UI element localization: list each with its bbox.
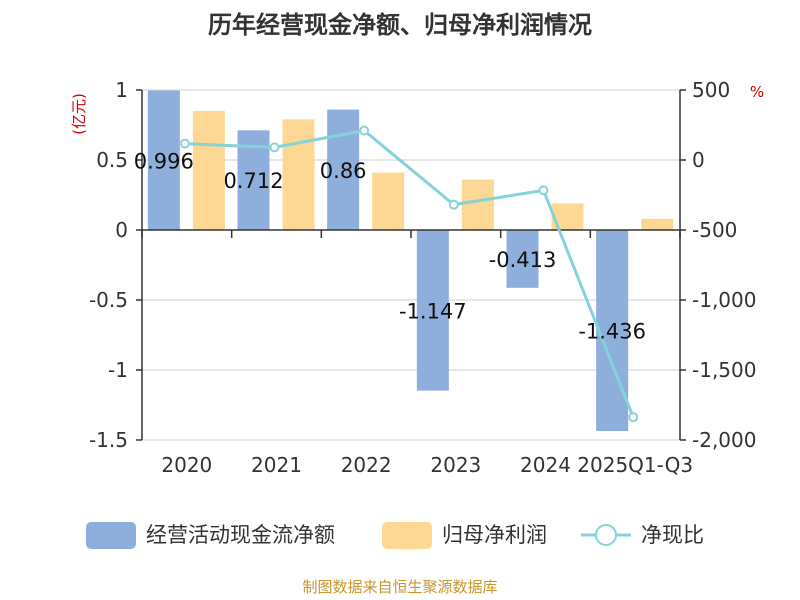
x-tick-label-2020: 2020 xyxy=(161,453,212,477)
ratio-point-2021 xyxy=(269,142,280,153)
chart-title: 历年经营现金净额、归母净利润情况 xyxy=(208,11,592,39)
bar-netprofit-2020 xyxy=(192,111,225,230)
ratio-point-2023 xyxy=(448,199,459,210)
data-label-2020: 0.996 xyxy=(134,149,194,173)
bar-cashflow-2023 xyxy=(416,230,449,391)
bar-netprofit-2023 xyxy=(461,179,494,230)
bar-cashflow-2022 xyxy=(327,109,360,230)
ratio-point-2020 xyxy=(179,138,190,149)
right-tick-label-4: -1,500 xyxy=(692,358,756,382)
data-label-2023: -1.147 xyxy=(399,299,467,323)
left-tick-label-2: 0 xyxy=(115,218,128,242)
tick-labels: 1 0.5 0 -0.5 -1 -1.5 500 0 -500 -1,000 -1,500 -2,00… xyxy=(89,78,757,477)
left-tick-label-1: 0.5 xyxy=(96,148,128,172)
x-tick-label-2021: 2021 xyxy=(251,453,302,477)
data-labels: 0.996 0.712 0.86 -1.147 -0.413 -1.436 xyxy=(134,149,646,343)
source-note: 制图数据来自恒生聚源数据库 xyxy=(302,578,497,596)
right-tick-label-2: -500 xyxy=(692,218,737,242)
left-tick-label-0: 1 xyxy=(115,78,128,102)
x-tick-label-2023: 2023 xyxy=(430,453,481,477)
legend-swatch-ratio-marker xyxy=(595,524,617,546)
bar-cashflow-2024 xyxy=(506,230,539,288)
axes xyxy=(136,89,686,441)
legend-swatch-netprofit xyxy=(382,522,432,549)
ratio-line-path xyxy=(184,128,635,418)
bar-netprofit-2025Q1-Q3 xyxy=(641,218,674,230)
legend: 经营活动现金流净额 归母净利润 净现比 xyxy=(86,522,704,549)
right-tick-label-1: 0 xyxy=(692,148,705,172)
left-tick-label-4: -1 xyxy=(108,358,128,382)
bar-netprofit-2021 xyxy=(282,119,315,230)
bar-cashflow-2025Q1-Q3 xyxy=(596,230,629,432)
bar-netprofit-2022 xyxy=(372,172,405,230)
right-tick-label-5: -2,000 xyxy=(692,428,756,452)
legend-label-cashflow: 经营活动现金流净额 xyxy=(146,523,335,547)
data-label-2021: 0.712 xyxy=(223,169,283,193)
left-axis-unit: (亿元) xyxy=(70,93,88,135)
ratio-point-2022 xyxy=(359,125,370,136)
left-tick-label-5: -1.5 xyxy=(89,428,128,452)
legend-label-netprofit: 归母净利润 xyxy=(442,523,547,547)
data-label-2022: 0.86 xyxy=(320,159,367,183)
ratio-point-2024 xyxy=(538,185,549,196)
bar-cashflow-2020 xyxy=(147,90,180,230)
ratio-line xyxy=(179,125,639,423)
ratio-point-2025Q1-Q3 xyxy=(628,412,639,423)
x-tick-label-2022: 2022 xyxy=(341,453,392,477)
x-tick-label-2024: 2024 xyxy=(520,453,571,477)
right-tick-label-3: -1,000 xyxy=(692,288,756,312)
right-tick-label-0: 500 xyxy=(692,78,730,102)
legend-label-ratio: 净现比 xyxy=(641,523,704,547)
legend-swatch-cashflow xyxy=(86,522,136,549)
right-axis-unit: % xyxy=(750,83,764,101)
x-tick-label-2025Q1-Q3: 2025Q1-Q3 xyxy=(577,453,693,477)
data-label-2025Q1-Q3: -1.436 xyxy=(578,320,646,344)
bar-marks xyxy=(147,90,674,432)
data-label-2024: -0.413 xyxy=(489,248,557,272)
left-tick-label-3: -0.5 xyxy=(89,288,128,312)
